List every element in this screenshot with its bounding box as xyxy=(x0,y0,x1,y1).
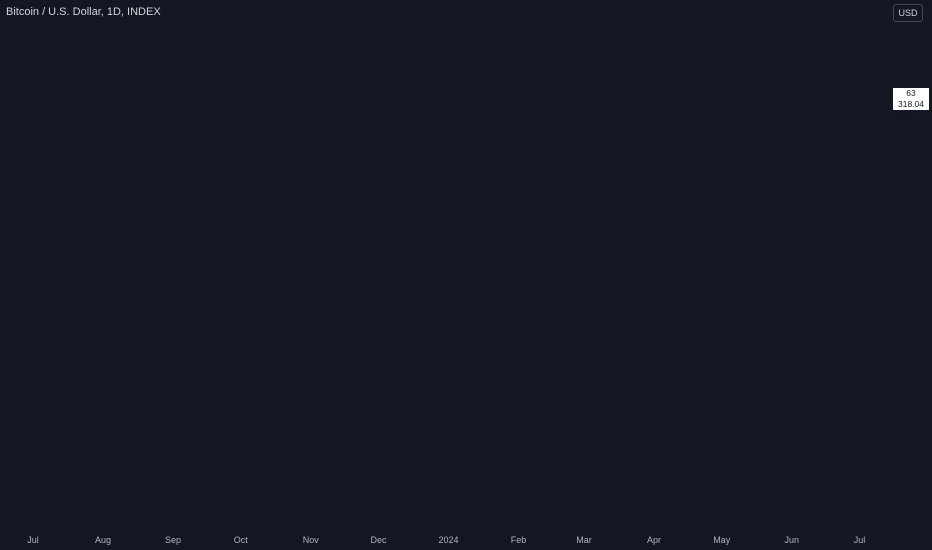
last-price-label: 63 318.04 10:32:14 xyxy=(893,88,929,120)
x-tick-label: Nov xyxy=(303,535,320,545)
x-tick-label: 2024 xyxy=(438,535,458,545)
countdown-timer: 10:32:14 xyxy=(894,110,928,120)
x-tick-label: Jul xyxy=(854,535,866,545)
x-tick-label: May xyxy=(713,535,731,545)
x-tick-label: Jun xyxy=(784,535,799,545)
x-tick-label: Aug xyxy=(95,535,111,545)
x-tick-label: Apr xyxy=(647,535,661,545)
x-tick-label: Jul xyxy=(27,535,39,545)
last-price-value: 63 318.04 xyxy=(898,88,924,109)
x-tick-label: Mar xyxy=(576,535,592,545)
x-tick-label: Dec xyxy=(370,535,387,545)
currency-button[interactable]: USD xyxy=(893,4,923,22)
chart-title: Bitcoin / U.S. Dollar, 1D, INDEX xyxy=(6,6,161,18)
x-axis: Jul Aug Sep Oct Nov Dec 2024 Feb Mar Apr May Jun Jul xyxy=(27,535,865,545)
x-tick-label: Sep xyxy=(165,535,181,545)
x-tick-label: Oct xyxy=(234,535,249,545)
x-tick-label: Feb xyxy=(511,535,527,545)
